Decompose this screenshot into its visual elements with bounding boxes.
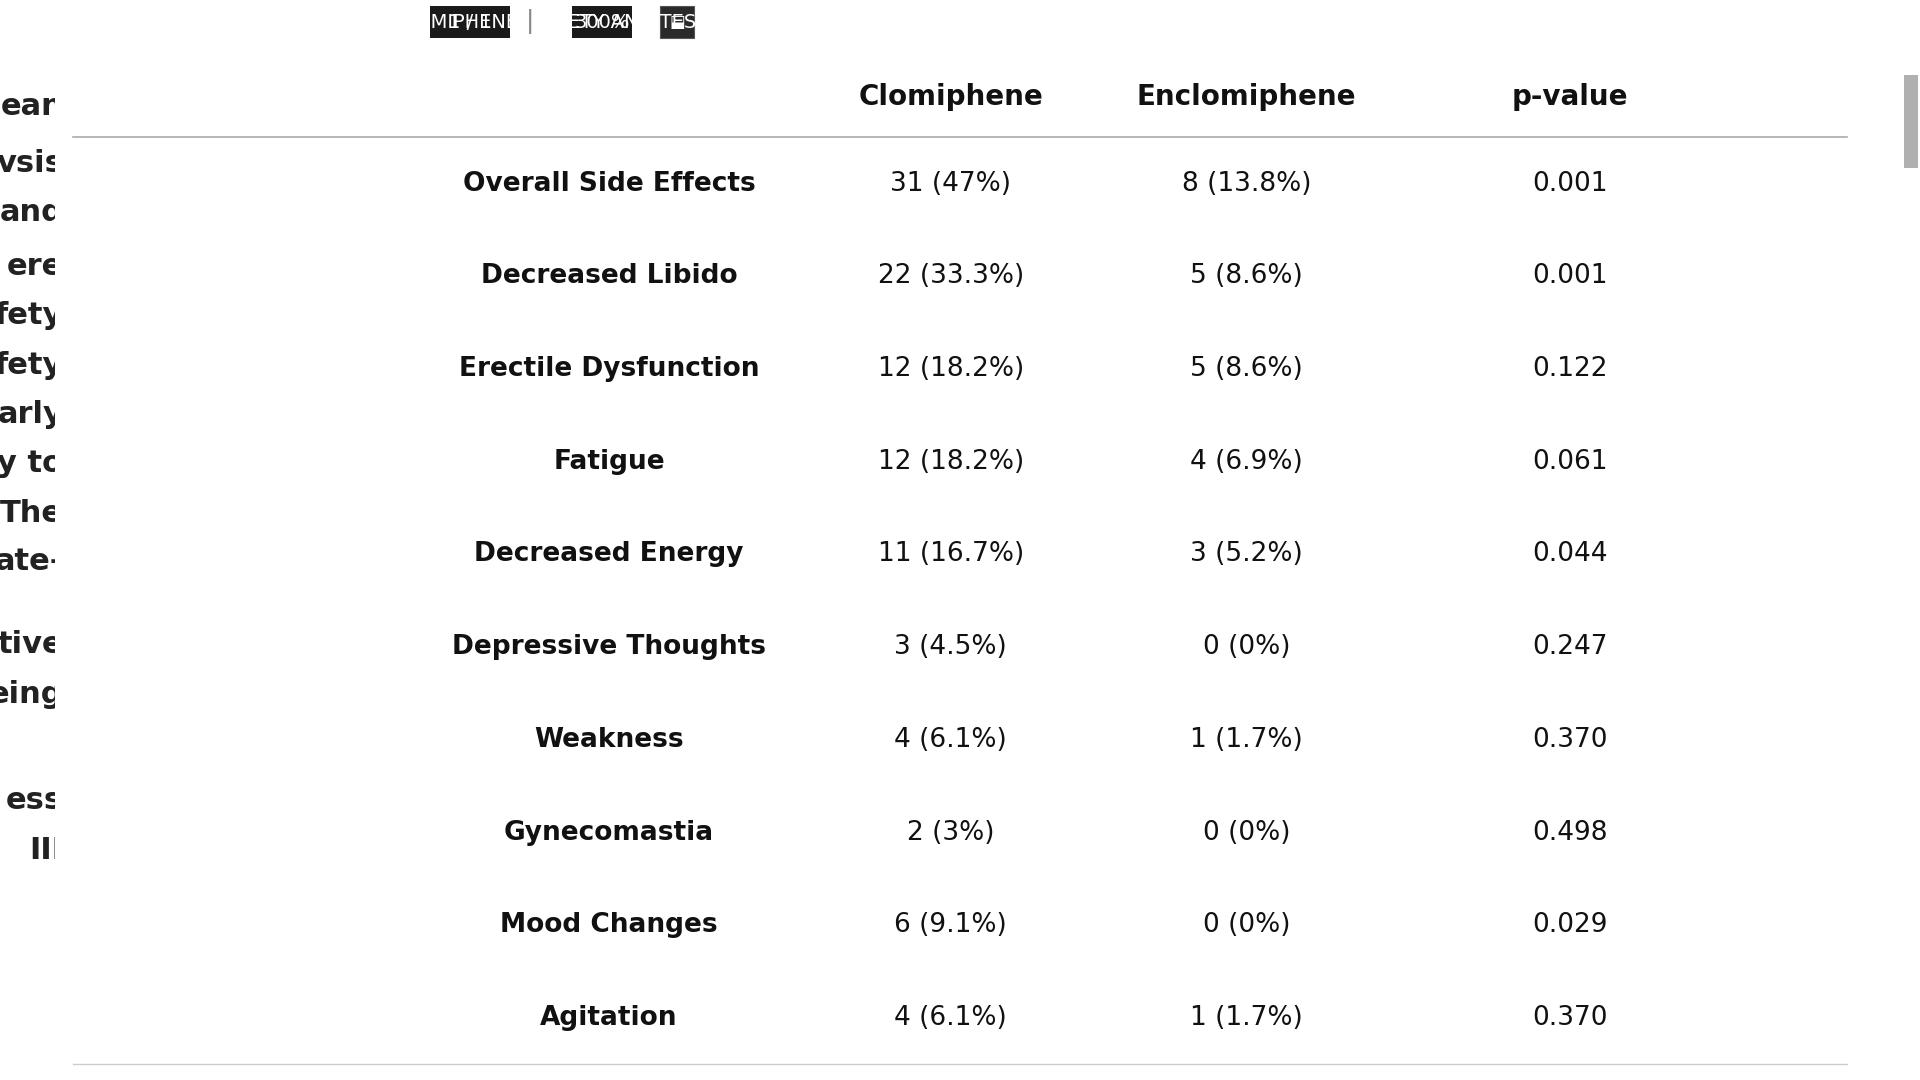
Text: 3 (5.2%): 3 (5.2%) xyxy=(1190,541,1302,567)
Text: |: | xyxy=(526,10,534,35)
Text: Decreased Energy: Decreased Energy xyxy=(474,541,743,567)
Text: 5 (8.6%): 5 (8.6%) xyxy=(1190,264,1302,289)
Text: 12 (18.2%): 12 (18.2%) xyxy=(877,356,1023,382)
Text: Overall Side Effects: Overall Side Effects xyxy=(463,171,755,197)
Text: vsis: vsis xyxy=(0,149,63,177)
Text: p-value: p-value xyxy=(1511,83,1628,111)
Text: Fatigue: Fatigue xyxy=(553,449,664,475)
Text: 31 (47%): 31 (47%) xyxy=(891,171,1012,197)
Text: ess: ess xyxy=(6,786,63,814)
Text: ate-: ate- xyxy=(0,548,63,577)
Text: 4 (6.1%): 4 (6.1%) xyxy=(895,727,1008,753)
Text: and: and xyxy=(0,199,63,228)
Text: ⋮: ⋮ xyxy=(1094,8,1121,36)
FancyBboxPatch shape xyxy=(572,6,632,38)
Text: ⬓: ⬓ xyxy=(670,13,685,31)
Text: 6 (9.1%): 6 (9.1%) xyxy=(895,913,1008,939)
Text: 22 (33.3%): 22 (33.3%) xyxy=(877,264,1023,289)
Text: 1 (1.7%): 1 (1.7%) xyxy=(1190,1005,1302,1031)
Text: 12 (18.2%): 12 (18.2%) xyxy=(877,449,1023,475)
Text: tive: tive xyxy=(0,631,63,660)
Text: 4 (6.9%): 4 (6.9%) xyxy=(1190,449,1302,475)
Text: 3 (4.5%): 3 (4.5%) xyxy=(895,634,1008,660)
Text: 0.044: 0.044 xyxy=(1532,541,1607,567)
Text: arly: arly xyxy=(0,401,63,430)
Text: 1 / 1: 1 / 1 xyxy=(447,13,492,31)
Text: 0.370: 0.370 xyxy=(1532,727,1607,753)
Text: 1 (1.7%): 1 (1.7%) xyxy=(1190,727,1302,753)
FancyBboxPatch shape xyxy=(430,6,511,38)
Text: 8 (13.8%): 8 (13.8%) xyxy=(1181,171,1311,197)
Text: The: The xyxy=(0,499,63,528)
Text: eing: eing xyxy=(0,680,63,710)
Text: 0.061: 0.061 xyxy=(1532,449,1607,475)
Text: Weakness: Weakness xyxy=(534,727,684,753)
Text: fety: fety xyxy=(0,351,63,380)
Text: 0 (0%): 0 (0%) xyxy=(1202,820,1290,846)
Text: 2 (3%): 2 (3%) xyxy=(906,820,995,846)
Text: 0.370: 0.370 xyxy=(1532,1005,1607,1031)
Text: —: — xyxy=(545,12,564,32)
Text: Mood Changes: Mood Changes xyxy=(501,913,718,939)
Text: 0 (0%): 0 (0%) xyxy=(1202,913,1290,939)
Text: III: III xyxy=(29,836,63,864)
Text: +: + xyxy=(632,10,653,33)
Text: y to: y to xyxy=(0,449,63,478)
Text: 0.247: 0.247 xyxy=(1532,634,1607,660)
Text: Agitation: Agitation xyxy=(540,1005,678,1031)
Text: Gynecomastia: Gynecomastia xyxy=(505,820,714,846)
Text: ere: ere xyxy=(8,253,63,281)
Text: 🖨: 🖨 xyxy=(1085,13,1096,31)
Text: ⬇: ⬇ xyxy=(1062,13,1079,31)
Text: Enclomiphene: Enclomiphene xyxy=(1137,83,1356,111)
Bar xyxy=(1905,76,1918,168)
Text: Erectile Dysfunction: Erectile Dysfunction xyxy=(459,356,758,382)
Text: 0.001: 0.001 xyxy=(1532,264,1607,289)
Text: ↺: ↺ xyxy=(697,12,716,32)
Text: 0 (0%): 0 (0%) xyxy=(1202,634,1290,660)
Text: fety: fety xyxy=(0,301,63,329)
Text: ean: ean xyxy=(0,92,63,121)
Text: Clomiphene: Clomiphene xyxy=(858,83,1043,111)
Text: MP47-02   ENCLOMIPHENE VS. CLOMIPHENE: SAFETY AND TES...: MP47-02 ENCLOMIPHENE VS. CLOMIPHENE: SAF… xyxy=(90,13,714,31)
Text: Depressive Thoughts: Depressive Thoughts xyxy=(451,634,766,660)
FancyBboxPatch shape xyxy=(660,6,693,38)
Text: 300%: 300% xyxy=(574,13,630,31)
Text: 5 (8.6%): 5 (8.6%) xyxy=(1190,356,1302,382)
Text: 0.122: 0.122 xyxy=(1532,356,1607,382)
Text: ≡: ≡ xyxy=(10,8,35,36)
Text: 0.001: 0.001 xyxy=(1532,171,1607,197)
Text: 0.029: 0.029 xyxy=(1532,913,1607,939)
Text: 0.498: 0.498 xyxy=(1532,820,1607,846)
Text: Decreased Libido: Decreased Libido xyxy=(480,264,737,289)
Text: 4 (6.1%): 4 (6.1%) xyxy=(895,1005,1008,1031)
Text: 11 (16.7%): 11 (16.7%) xyxy=(877,541,1023,567)
